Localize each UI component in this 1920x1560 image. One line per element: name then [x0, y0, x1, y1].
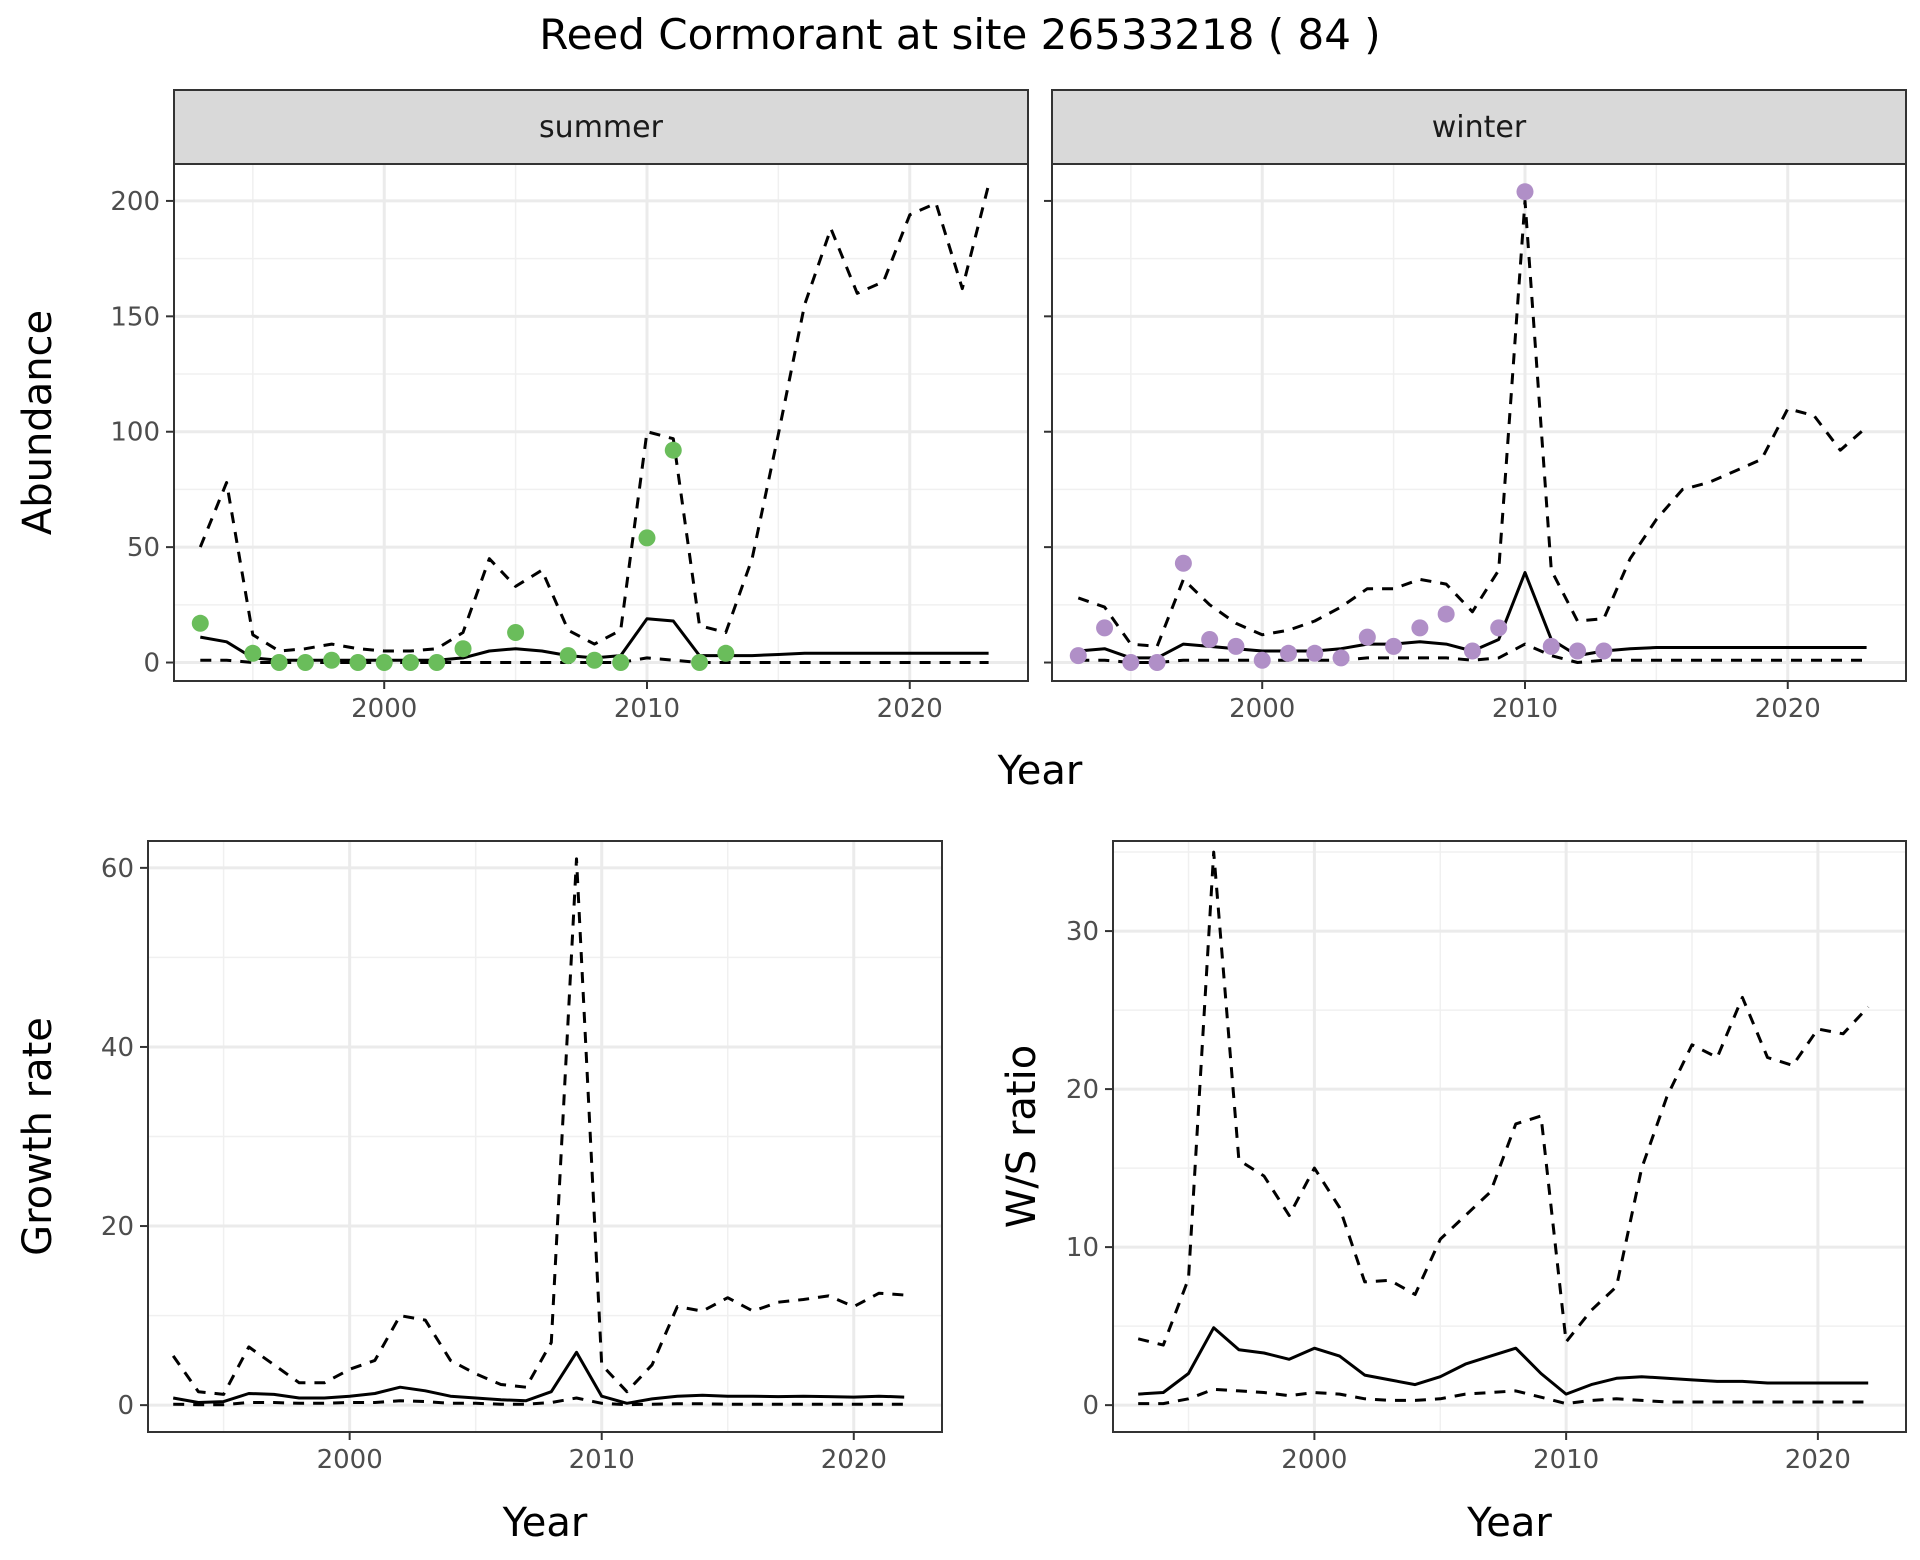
winter-observed-point [1201, 630, 1219, 648]
winter-x-tick-label: 2010 [1492, 694, 1558, 724]
growth-panel-border [147, 840, 943, 1433]
summer-y-tick-label: 0 [143, 649, 160, 679]
winter-observed-point [1490, 619, 1508, 637]
summer-observed-point [638, 529, 656, 547]
winter-strip [1051, 89, 1907, 165]
growth-y-tick-label: 40 [101, 1033, 134, 1063]
winter-observed-point [1174, 554, 1192, 572]
winter-observed-point [1122, 654, 1140, 672]
winter-strip-label: winter [1432, 110, 1527, 145]
summer-observed-point [691, 654, 709, 672]
summer-observed-point [559, 647, 577, 665]
summer-observed-point [664, 441, 682, 459]
winter-observed-point [1569, 642, 1587, 660]
summer-observed-point [507, 624, 525, 642]
winter-observed-point [1542, 637, 1560, 655]
summer-observed-point [323, 651, 341, 669]
growth-panel: 2000 2010 2020 0 20 40 60 Year Growth rate [15, 840, 943, 1546]
growth-data [171, 857, 905, 1407]
summer-observed-point [244, 644, 262, 662]
ratio-mean-line [1138, 1326, 1869, 1396]
ratio-y-tick-label: 10 [1066, 1233, 1099, 1263]
winter-observed-point [1595, 642, 1613, 660]
summer-observed-point [612, 654, 630, 672]
winter-observed-point [1096, 619, 1114, 637]
growth-upper-line [171, 857, 905, 1396]
summer-upper-line [198, 184, 991, 653]
summer-observed-point [454, 640, 472, 658]
top-row-x-axis-title: Year [997, 748, 1083, 794]
ratio-x-tick-label: 2000 [1281, 1445, 1347, 1475]
summer-strip [173, 89, 1029, 165]
growth-x-axis-title: Year [502, 1500, 588, 1546]
ratio-panel: 2000 2010 2020 0 10 20 30 Year W/S ratio [999, 840, 1907, 1546]
ratio-y-axis-title: W/S ratio [999, 1045, 1045, 1228]
winter-data [1069, 183, 1868, 672]
summer-y-tick-label: 150 [110, 302, 160, 332]
summer-observed-point [375, 654, 393, 672]
winter-observed-point [1069, 647, 1087, 665]
summer-observed-point [296, 654, 314, 672]
winter-panel: winter 2000 2010 2020 [1044, 89, 1907, 724]
growth-y-tick-label: 20 [101, 1212, 134, 1242]
summer-x-tick-label: 2010 [614, 694, 680, 724]
growth-x-tick-label: 2010 [569, 1445, 635, 1475]
summer-observed-point [401, 654, 419, 672]
summer-data [191, 184, 991, 672]
summer-x-tick-label: 2020 [877, 694, 943, 724]
winter-observed-point [1463, 642, 1481, 660]
summer-observed-point [349, 654, 367, 672]
summer-observed-point [428, 654, 446, 672]
summer-strip-label: summer [539, 110, 664, 145]
ratio-lower-line [1138, 1387, 1869, 1406]
growth-y-tick-label: 0 [117, 1391, 134, 1421]
ratio-y-tick-label: 20 [1066, 1075, 1099, 1105]
growth-y-axis-title: Growth rate [15, 1017, 61, 1256]
summer-y-tick-label: 50 [127, 533, 160, 563]
ratio-y-tick-label: 0 [1082, 1391, 1099, 1421]
winter-upper-line [1077, 199, 1868, 648]
ratio-y-tick-label: 30 [1066, 917, 1099, 947]
ratio-x-tick-label: 2010 [1533, 1445, 1599, 1475]
summer-observed-point [191, 614, 209, 632]
ratio-data [1137, 850, 1870, 1406]
winter-observed-point [1358, 628, 1376, 646]
winter-observed-point [1332, 649, 1350, 667]
chart-title: Reed Cormorant at site 26533218 ( 84 ) [539, 10, 1380, 59]
winter-observed-point [1306, 644, 1324, 662]
summer-y-tick-label: 200 [110, 187, 160, 217]
summer-observed-point [717, 644, 735, 662]
ratio-panel-border [1112, 840, 1907, 1433]
summer-y-axis-title: Abundance [15, 310, 61, 535]
ratio-x-axis-title: Year [1466, 1500, 1552, 1546]
winter-observed-point [1227, 637, 1245, 655]
ratio-x-tick-label: 2020 [1785, 1445, 1851, 1475]
summer-y-tick-label: 100 [110, 418, 160, 448]
winter-x-tick-label: 2000 [1229, 694, 1295, 724]
winter-observed-point [1279, 644, 1297, 662]
winter-observed-point [1516, 183, 1534, 201]
winter-observed-point [1253, 651, 1271, 669]
winter-observed-point [1148, 654, 1166, 672]
winter-observed-point [1385, 637, 1403, 655]
ratio-upper-line [1137, 850, 1870, 1347]
summer-observed-point [270, 654, 288, 672]
winter-lower-line [1078, 642, 1867, 664]
growth-y-tick-label: 60 [101, 854, 134, 884]
growth-lower-line [173, 1396, 905, 1407]
winter-observed-point [1437, 605, 1455, 623]
growth-x-tick-label: 2000 [317, 1445, 383, 1475]
summer-panel: summer 2000 2010 2020 0 50 100 150 200 Abundance [15, 89, 1029, 724]
winter-observed-point [1411, 619, 1429, 637]
growth-mean-line [172, 1350, 905, 1405]
summer-observed-point [585, 651, 603, 669]
summer-x-tick-label: 2000 [351, 694, 417, 724]
winter-x-tick-label: 2020 [1755, 694, 1821, 724]
growth-x-tick-label: 2020 [821, 1445, 887, 1475]
